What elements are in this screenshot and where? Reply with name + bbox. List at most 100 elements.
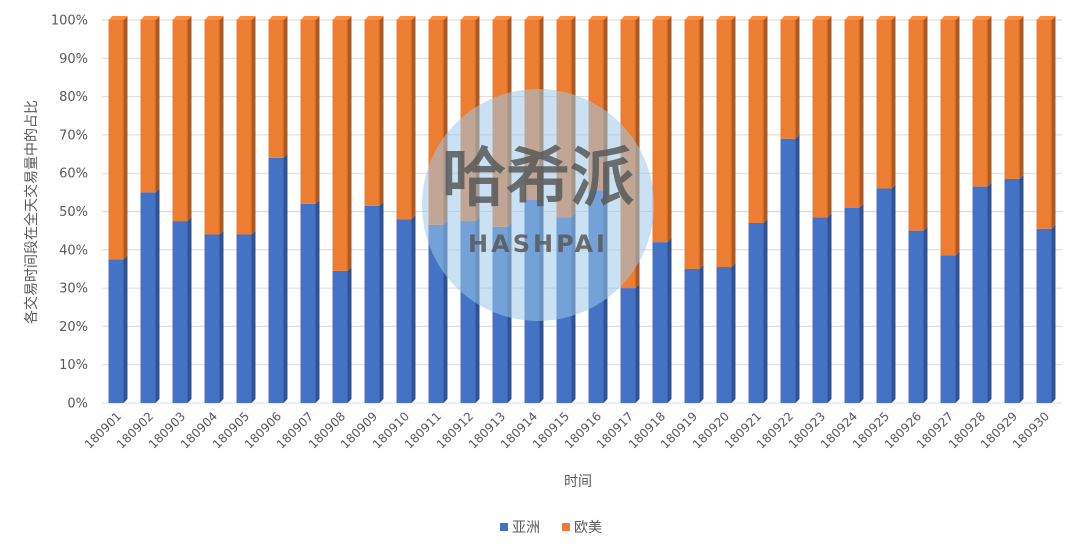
bar-segment-亚洲 xyxy=(908,230,924,403)
bar-side xyxy=(347,266,352,403)
bar-top xyxy=(428,16,448,20)
bar-top xyxy=(972,16,992,20)
bar-segment-欧美 xyxy=(844,20,860,208)
bar-segment-亚洲 xyxy=(172,221,188,403)
bar-segment-欧美 xyxy=(268,20,284,158)
watermark: 哈希派 HASHPAI xyxy=(422,89,654,321)
bar-segment-欧美 xyxy=(332,20,348,271)
bar-top xyxy=(908,16,928,20)
bar-segment-欧美 xyxy=(236,20,252,235)
legend-swatch xyxy=(500,523,508,531)
bar-side xyxy=(1051,16,1056,229)
bar-side xyxy=(827,16,832,218)
bar-side xyxy=(155,16,160,193)
bar-segment-亚洲 xyxy=(332,270,348,403)
bar-side xyxy=(379,201,384,403)
bar-side xyxy=(1051,224,1056,403)
bar-segment-欧美 xyxy=(1004,20,1020,179)
bar-segment-亚洲 xyxy=(748,222,764,403)
bar-top xyxy=(940,16,960,20)
bar-segment-欧美 xyxy=(1036,20,1052,229)
bar-side xyxy=(795,134,800,404)
bar-segment-欧美 xyxy=(204,20,220,235)
bar-side xyxy=(219,16,224,235)
bar-side xyxy=(827,213,832,403)
bar-top xyxy=(716,16,736,20)
y-tick-label: 40% xyxy=(59,243,88,258)
bar-side xyxy=(699,16,704,269)
bar-segment-亚洲 xyxy=(652,242,668,403)
bar-segment-亚洲 xyxy=(876,188,892,403)
bar-segment-亚洲 xyxy=(300,203,316,403)
bar-side xyxy=(859,16,864,208)
y-tick-label: 90% xyxy=(59,52,88,67)
bar-side xyxy=(763,16,768,223)
watermark-circle xyxy=(422,89,654,321)
bar-side xyxy=(987,182,992,403)
bar-top xyxy=(396,16,416,20)
bar-segment-欧美 xyxy=(780,20,796,139)
bar-segment-欧美 xyxy=(396,20,412,220)
bar-side xyxy=(283,153,288,403)
bar-segment-亚洲 xyxy=(716,267,732,403)
bar-segment-欧美 xyxy=(300,20,316,204)
bar-segment-欧美 xyxy=(908,20,924,231)
bar-segment-亚洲 xyxy=(780,138,796,404)
bar-top xyxy=(172,16,192,20)
bar-top xyxy=(780,16,800,20)
watermark-subtext: HASHPAI xyxy=(468,230,608,258)
bar-segment-亚洲 xyxy=(108,259,124,403)
bar-side xyxy=(731,263,736,403)
bar-side xyxy=(1019,174,1024,403)
bar-segment-亚洲 xyxy=(684,268,700,403)
bar-segment-亚洲 xyxy=(396,219,412,403)
bar-top xyxy=(300,16,320,20)
legend-swatch xyxy=(562,523,570,531)
bar-segment-欧美 xyxy=(716,20,732,268)
watermark-text: 哈希派 xyxy=(442,142,634,216)
bar-top xyxy=(652,16,672,20)
bar-top xyxy=(1036,16,1056,20)
bar-top xyxy=(588,16,608,20)
legend-label: 亚洲 xyxy=(512,520,540,536)
bar-segment-欧美 xyxy=(108,20,124,260)
bar-side xyxy=(315,199,320,403)
y-axis-title: 各交易时间段在全天交易量中的占比 xyxy=(23,100,40,324)
bar-top xyxy=(460,16,480,20)
legend: 亚洲 欧美 xyxy=(500,520,602,536)
y-tick-label: 50% xyxy=(59,205,88,220)
bar-side xyxy=(251,16,256,235)
y-tick-label: 60% xyxy=(59,167,88,182)
bar-side xyxy=(795,16,800,139)
bar-side xyxy=(635,284,640,403)
bar-top xyxy=(748,16,768,20)
bar-side xyxy=(123,16,128,260)
bar-top xyxy=(204,16,224,20)
bar-segment-亚洲 xyxy=(1036,228,1052,403)
bar-side xyxy=(763,218,768,403)
bar-top xyxy=(524,16,544,20)
bar-side xyxy=(379,16,384,206)
bar-side xyxy=(955,251,960,403)
y-tick-label: 30% xyxy=(59,282,88,297)
bar-segment-欧美 xyxy=(364,20,380,206)
bar-segment-欧美 xyxy=(812,20,828,218)
bar-side xyxy=(251,230,256,403)
y-tick-label: 10% xyxy=(59,358,88,373)
bar-segment-欧美 xyxy=(652,20,668,243)
bar-side xyxy=(347,16,352,271)
bar-side xyxy=(667,238,672,403)
bar-segment-欧美 xyxy=(972,20,988,187)
bar-segment-亚洲 xyxy=(364,205,380,403)
bar-top xyxy=(268,16,288,20)
bar-top xyxy=(108,16,128,20)
bar-side xyxy=(411,215,416,403)
bar-side xyxy=(891,184,896,403)
bar-side xyxy=(923,16,928,231)
bar-side xyxy=(923,226,928,403)
bar-side xyxy=(411,16,416,220)
y-tick-label: 20% xyxy=(59,320,88,335)
bar-side xyxy=(187,217,192,403)
